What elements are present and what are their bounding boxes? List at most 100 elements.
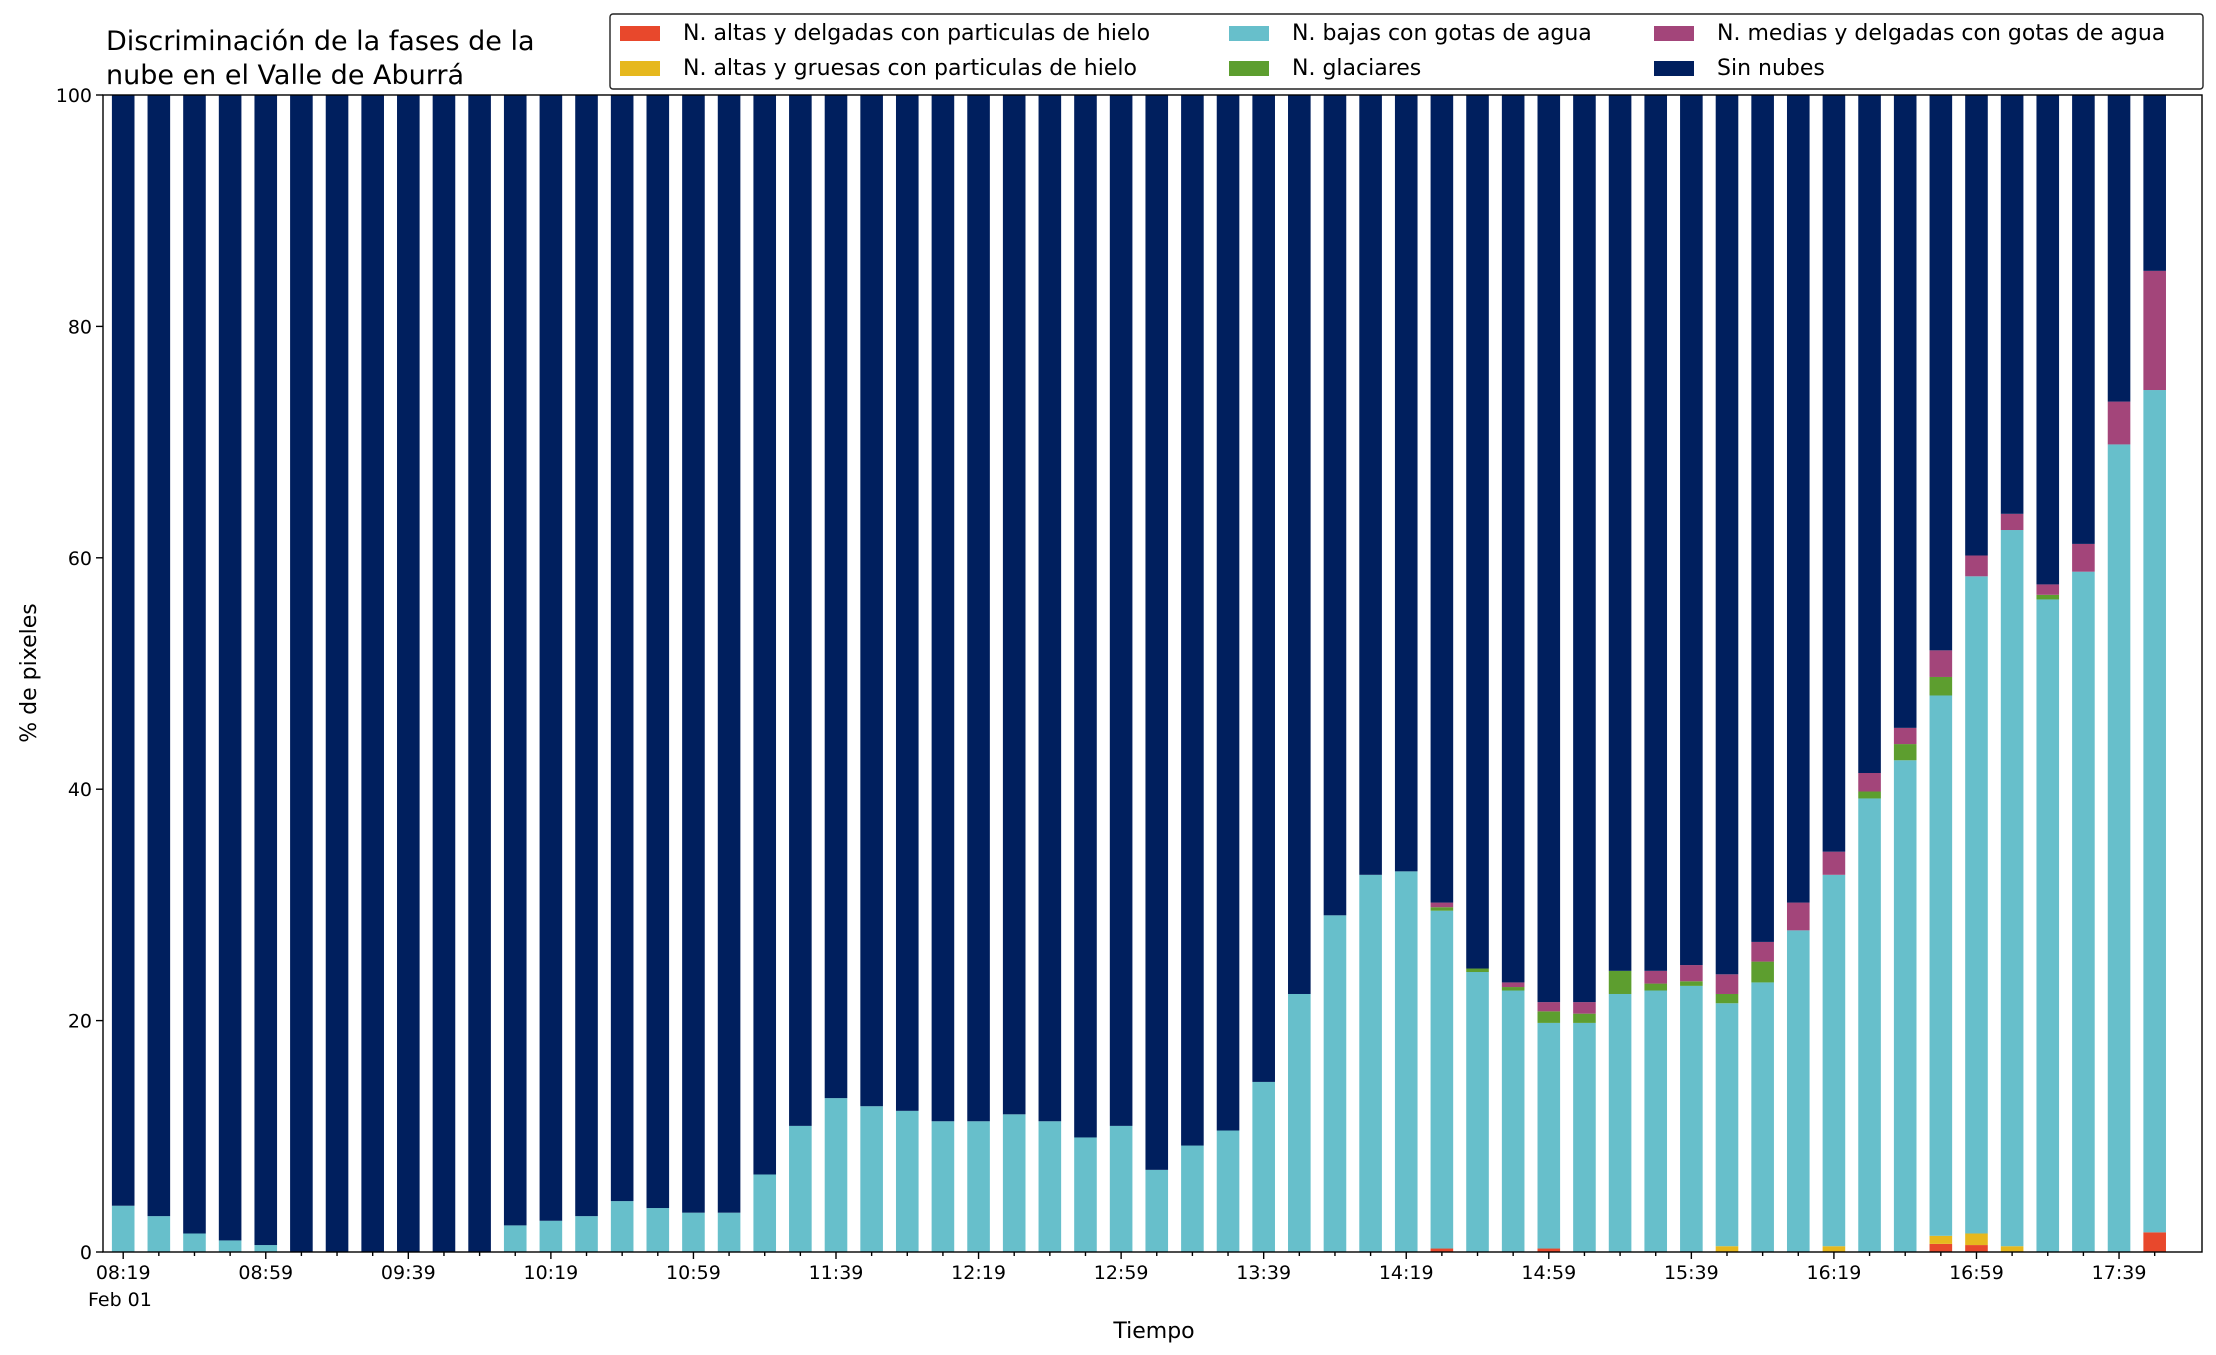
y-tick-label: 80 xyxy=(68,316,92,338)
bar-segment xyxy=(1715,95,1739,975)
bar-segment xyxy=(1965,555,1988,577)
bar-segment xyxy=(1430,902,1454,908)
legend-swatch xyxy=(620,61,660,76)
bar-segment xyxy=(1466,95,1489,969)
bar-segment xyxy=(1822,874,1846,1247)
bar-segment xyxy=(1002,1114,1026,1252)
y-tick-label: 60 xyxy=(68,548,92,570)
bar-segment xyxy=(789,1125,812,1252)
x-tick-label: 11:39 xyxy=(809,1262,864,1284)
bar-segment xyxy=(1929,695,1953,1236)
bar-segment xyxy=(2072,571,2095,1252)
bar-segment xyxy=(218,95,242,1241)
x-tick-label: 17:39 xyxy=(2092,1262,2147,1284)
y-tick-label: 0 xyxy=(80,1242,92,1264)
bar-segment xyxy=(1680,95,1703,966)
bar-segment xyxy=(610,1201,634,1252)
bar-segment xyxy=(575,95,598,1217)
bar-segment xyxy=(1893,760,1917,1252)
y-tick-label: 20 xyxy=(68,1011,92,1033)
bar-segment xyxy=(1965,1233,1988,1246)
bar-segment xyxy=(1929,95,1953,651)
bar-segment xyxy=(717,95,741,1213)
bar-segment xyxy=(1216,1130,1240,1252)
bar-segment xyxy=(1929,676,1953,696)
bar-segment xyxy=(860,1106,883,1252)
bar-segment xyxy=(1430,907,1454,911)
bar-segment xyxy=(1893,727,1917,745)
bar-segment xyxy=(824,95,848,1099)
bar-segment xyxy=(717,1212,741,1252)
bar-segment xyxy=(1430,95,1454,903)
bar-segment xyxy=(1965,576,1988,1234)
bar-segment xyxy=(1680,965,1703,982)
plot-frame xyxy=(102,94,2203,1253)
x-tick-label: 13:39 xyxy=(1236,1262,1291,1284)
bar-segment xyxy=(2143,1232,2166,1252)
bar-segment xyxy=(753,95,777,1175)
bar-segment xyxy=(1323,95,1347,916)
bar-segment xyxy=(967,95,990,1122)
x-tick-label: 15:39 xyxy=(1664,1262,1719,1284)
bar-segment xyxy=(1002,95,1026,1115)
legend-swatch xyxy=(1654,61,1694,76)
bar-segment xyxy=(1573,95,1596,1003)
bar-segment xyxy=(147,95,171,1217)
bar-segment xyxy=(1644,970,1668,984)
bar-segment xyxy=(2143,390,2166,1233)
bar-segment xyxy=(1573,1013,1596,1023)
bar-segment xyxy=(1715,974,1739,994)
bar-segment xyxy=(2036,594,2060,600)
bar-segment xyxy=(1893,744,1917,761)
bar-segment xyxy=(468,95,491,1252)
legend-swatch xyxy=(1654,26,1694,41)
bar-segment xyxy=(1109,1125,1133,1252)
bar-segment xyxy=(1573,1022,1596,1252)
bar-segment xyxy=(2000,513,2024,531)
bar-segment xyxy=(1822,851,1846,875)
bar-segment xyxy=(1359,874,1382,1252)
bar-segment xyxy=(789,95,812,1126)
bar-segment xyxy=(2107,95,2131,402)
y-tick-label: 40 xyxy=(68,779,92,801)
bar-segment xyxy=(1537,1022,1561,1249)
bar-segment xyxy=(824,1098,848,1252)
legend-swatch xyxy=(620,26,660,41)
y-axis-label: % de pixeles xyxy=(17,603,42,742)
bar-segment xyxy=(1644,983,1668,991)
bar-segment xyxy=(967,1121,990,1252)
x-tick-label: 14:19 xyxy=(1379,1262,1434,1284)
bar-segment xyxy=(1359,95,1382,875)
bar-segment xyxy=(1394,871,1418,1252)
bar-segment xyxy=(2143,95,2166,271)
bar-segment xyxy=(2072,95,2095,544)
bar-segment xyxy=(218,1240,242,1252)
bar-segment xyxy=(1288,95,1311,994)
bar-segment xyxy=(325,95,349,1252)
bar-segment xyxy=(1109,95,1133,1126)
bar-segment xyxy=(1644,95,1668,971)
bar-segment xyxy=(1751,961,1774,983)
x-tick-label: 12:59 xyxy=(1094,1262,1149,1284)
bar-segment xyxy=(682,95,705,1213)
bar-segment xyxy=(1929,650,1953,677)
bar-segment xyxy=(895,1110,919,1252)
bar-segment xyxy=(1644,990,1668,1252)
bar-segment xyxy=(503,95,527,1226)
bar-segment xyxy=(111,95,135,1206)
bar-segment xyxy=(860,95,883,1107)
bar-segment xyxy=(1537,1248,1561,1252)
bar-segment xyxy=(1145,95,1169,1170)
bar-segment xyxy=(432,95,456,1252)
bar-segment xyxy=(1965,95,1988,556)
bar-segment xyxy=(1822,95,1846,852)
bar-segment xyxy=(1430,1248,1454,1252)
legend-label: N. altas y delgadas con particulas de hi… xyxy=(683,21,1150,46)
bar-segment xyxy=(646,1208,670,1252)
bar-segment xyxy=(1822,1246,1846,1252)
bar-segment xyxy=(2000,95,2024,514)
x-tick-label: 12:19 xyxy=(951,1262,1006,1284)
bar-segment xyxy=(1537,95,1561,1003)
bar-segment xyxy=(2036,584,2060,595)
